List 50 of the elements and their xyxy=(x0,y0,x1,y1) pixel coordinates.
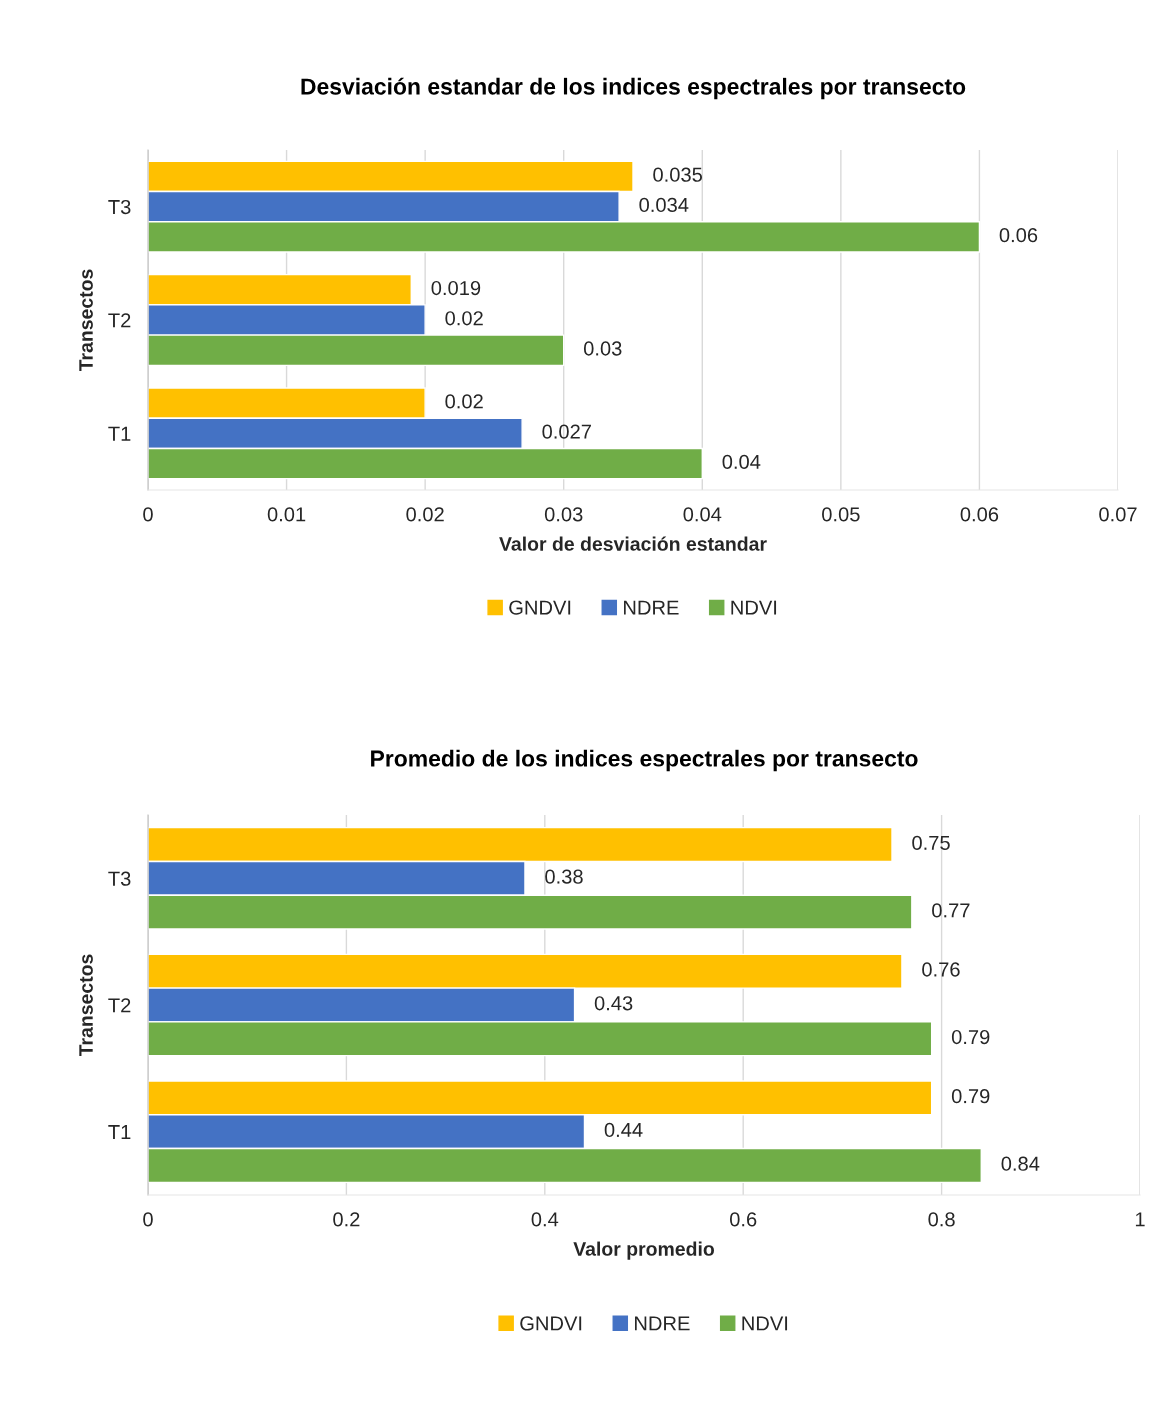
y-tick-label: T2 xyxy=(108,998,131,1013)
x-tick-label: 0.4 xyxy=(531,1212,559,1227)
x-tick-label: 0.02 xyxy=(406,507,444,522)
x-tick-label: 0.06 xyxy=(960,507,999,522)
legend-label: GNDVI xyxy=(520,1316,582,1331)
data-label: 0.04 xyxy=(722,454,761,469)
data-label: 0.77 xyxy=(932,903,970,918)
data-label: 0.75 xyxy=(912,835,950,850)
legend-label: NDVI xyxy=(731,600,777,615)
y-tick-label: T2 xyxy=(108,313,131,328)
x-tick-label: 0.05 xyxy=(822,507,860,522)
legend-label: GNDVI xyxy=(509,600,571,615)
y-tick-label: T3 xyxy=(108,199,131,215)
data-label: 0.019 xyxy=(431,280,481,296)
y-tick-label: T1 xyxy=(108,1125,131,1139)
data-label: 0.38 xyxy=(545,869,583,884)
y-axis-title: Transectos xyxy=(79,269,93,372)
data-label: 0.44 xyxy=(604,1122,643,1138)
x-tick-label: 0.2 xyxy=(333,1212,360,1227)
data-label: 0.034 xyxy=(639,197,689,213)
data-label: 0.43 xyxy=(594,996,633,1011)
data-label: 0.79 xyxy=(951,1029,990,1045)
legend-label: NDRE xyxy=(624,600,679,615)
x-tick-label: 0.07 xyxy=(1099,507,1137,522)
y-axis-title: Transectos xyxy=(79,954,93,1057)
x-tick-label: 0.03 xyxy=(544,507,583,522)
y-tick-label: T3 xyxy=(108,871,131,886)
chart-title: Promedio de los indices espectrales por transecto xyxy=(371,749,918,772)
x-tick-label: 0.01 xyxy=(267,507,306,522)
x-tick-label: 0.6 xyxy=(729,1212,757,1227)
x-tick-label: 0 xyxy=(143,507,153,522)
data-label: 0.84 xyxy=(1001,1156,1040,1171)
y-tick-label: T1 xyxy=(108,426,131,441)
legend-label: NDVI xyxy=(742,1316,788,1331)
data-label: 0.035 xyxy=(653,167,702,182)
x-tick-label: 0.8 xyxy=(928,1212,955,1227)
data-label: 0.027 xyxy=(542,424,591,439)
data-label: 0.03 xyxy=(583,341,622,356)
x-tick-label: 1 xyxy=(1135,1212,1145,1227)
x-tick-label: 0 xyxy=(143,1212,153,1227)
data-label: 0.02 xyxy=(445,311,483,326)
x-axis-title: Valor promedio xyxy=(573,1241,715,1260)
data-label: 0.02 xyxy=(445,394,483,409)
x-tick-label: 0.04 xyxy=(683,507,722,522)
x-axis-title: Valor de desviación estandar xyxy=(499,536,767,551)
data-label: 0.79 xyxy=(951,1089,990,1104)
data-label: 0.06 xyxy=(999,228,1038,243)
data-label: 0.76 xyxy=(922,962,960,977)
chart-title: Desviación estandar de los indices espectrales por transecto xyxy=(301,77,966,100)
legend-label: NDRE xyxy=(635,1316,690,1331)
